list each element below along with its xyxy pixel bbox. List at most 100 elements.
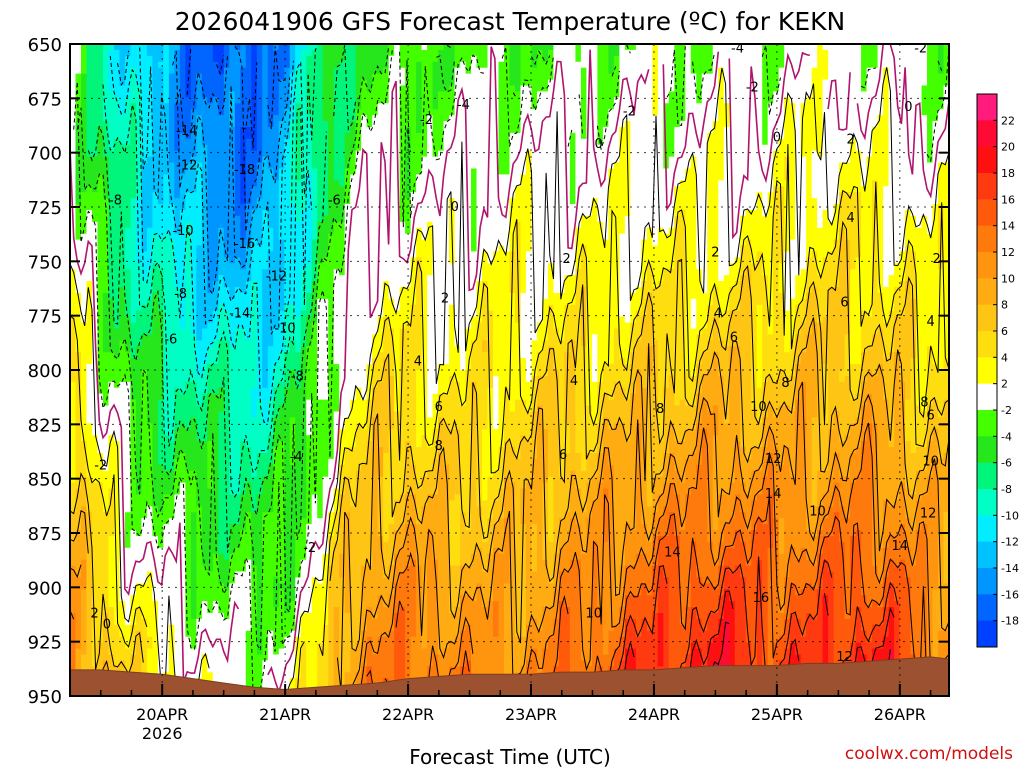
field-cell (163, 215, 170, 223)
field-cell (262, 464, 269, 472)
field-cell (80, 648, 88, 656)
field-cell (163, 512, 170, 519)
field-cell (311, 233, 318, 241)
field-cell (119, 346, 126, 353)
field-cell (157, 452, 164, 460)
field-cell (97, 67, 104, 75)
field-cell (212, 55, 219, 63)
field-cell (141, 559, 148, 567)
field-cell (102, 399, 110, 407)
field-cell (119, 411, 126, 419)
field-cell (163, 601, 170, 608)
field-cell (102, 482, 110, 490)
field-cell (70, 547, 77, 555)
field-cell (240, 500, 247, 507)
field-cell (223, 393, 230, 401)
field-cell (135, 328, 143, 336)
field-cell (196, 310, 203, 318)
field-cell (86, 375, 93, 383)
field-cell (179, 441, 186, 448)
field-cell (168, 156, 175, 164)
field-cell (185, 399, 192, 407)
field-cell (80, 221, 88, 229)
field-cell (262, 518, 269, 525)
field-cell (91, 518, 99, 525)
field-cell (278, 464, 285, 472)
field-cell (284, 215, 291, 223)
field-cell (284, 198, 291, 205)
field-cell (190, 452, 197, 460)
field-cell (295, 654, 302, 662)
field-cell (306, 624, 313, 632)
field-cell (278, 500, 285, 507)
field-cell (300, 565, 307, 573)
field-cell (152, 49, 159, 57)
field-cell (223, 482, 230, 490)
field-cell (207, 275, 214, 282)
field-cell (80, 292, 88, 300)
field-cell (300, 571, 307, 579)
field-cell (113, 292, 121, 300)
field-cell (86, 162, 93, 170)
field-cell (300, 613, 307, 620)
field-cell (201, 524, 208, 531)
field-cell (141, 180, 148, 187)
field-cell (168, 227, 175, 235)
field-cell (157, 660, 164, 667)
field-cell (278, 458, 285, 466)
field-cell (113, 482, 121, 490)
field-cell (102, 79, 110, 87)
field-cell (97, 512, 104, 519)
field-cell (70, 239, 77, 247)
field-cell (201, 607, 208, 614)
field-cell (245, 654, 252, 662)
field-cell (196, 204, 203, 211)
field-cell (234, 281, 241, 288)
field-cell (234, 233, 241, 241)
field-cell (295, 180, 302, 187)
field-cell (141, 227, 148, 235)
field-cell (174, 73, 181, 81)
field-cell (108, 601, 115, 608)
field-cell (240, 482, 247, 490)
field-cell (179, 103, 186, 110)
field-cell (278, 251, 285, 258)
field-cell (207, 103, 214, 110)
field-cell (80, 405, 88, 413)
field-cell (174, 269, 181, 276)
field-cell (91, 447, 99, 454)
field-cell (234, 44, 241, 51)
field-cell (102, 91, 110, 98)
field-cell (135, 648, 143, 656)
field-cell (97, 476, 104, 484)
field-cell (86, 458, 93, 466)
field-cell (284, 346, 291, 353)
field-cell (273, 115, 280, 122)
field-cell (185, 435, 192, 442)
field-cell (295, 441, 302, 448)
field-cell (306, 375, 313, 383)
field-cell (108, 624, 115, 632)
field-cell (179, 435, 186, 442)
field-cell (97, 162, 104, 170)
field-cell (201, 251, 208, 258)
field-cell (168, 482, 175, 490)
field-cell (141, 512, 148, 519)
field-cell (267, 559, 274, 567)
field-cell (91, 352, 99, 359)
field-cell (196, 565, 203, 573)
field-cell (267, 73, 274, 81)
field-cell (75, 624, 82, 632)
field-cell (174, 275, 181, 282)
field-cell (295, 121, 302, 128)
field-cell (212, 103, 219, 110)
field-cell (91, 547, 99, 555)
field-cell (130, 346, 137, 353)
field-cell (245, 381, 252, 389)
field-cell (185, 287, 192, 294)
field-cell (141, 423, 148, 430)
field-cell (223, 494, 230, 501)
field-cell (113, 198, 121, 205)
field-cell (234, 364, 241, 371)
field-cell (245, 535, 252, 543)
